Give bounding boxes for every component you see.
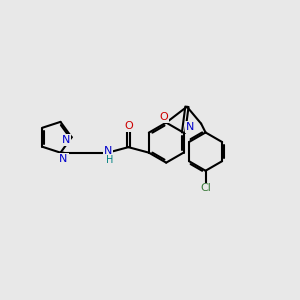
Text: H: H [106,155,113,165]
Text: N: N [61,135,70,145]
Text: O: O [124,121,133,131]
Text: N: N [59,154,68,164]
Text: Cl: Cl [200,183,211,194]
Text: N: N [104,146,112,157]
Text: N: N [186,122,194,132]
Text: O: O [159,112,168,122]
